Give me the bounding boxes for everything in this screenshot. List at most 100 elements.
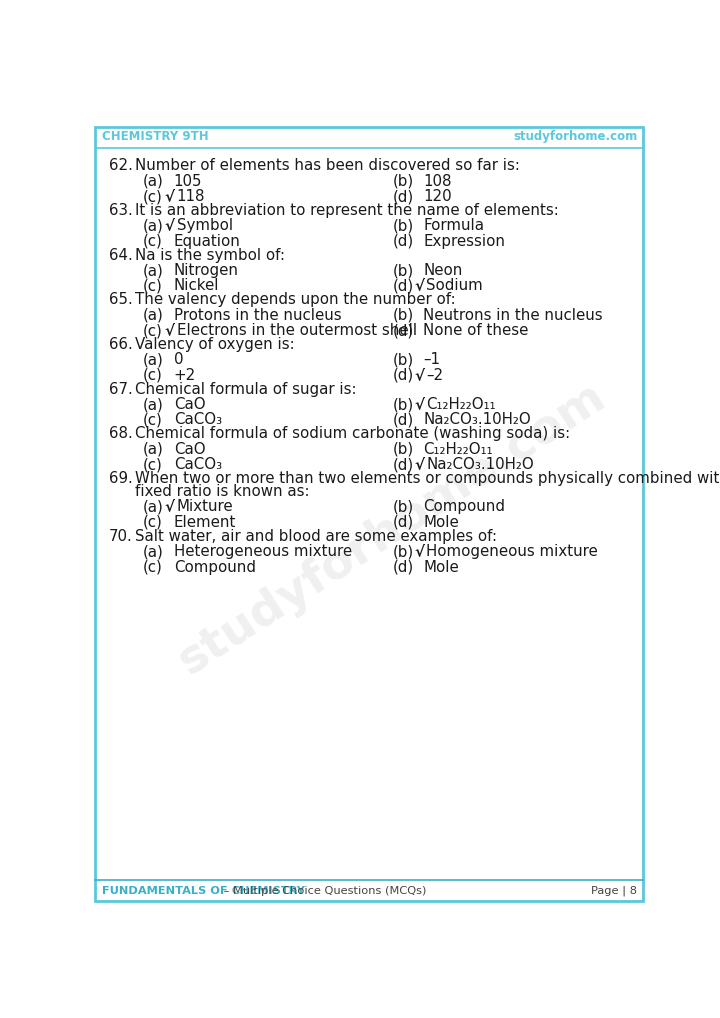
Text: C₁₂H₂₂O₁₁: C₁₂H₂₂O₁₁: [423, 442, 493, 457]
Text: Page | 8: Page | 8: [591, 886, 637, 896]
Text: 108: 108: [423, 174, 451, 188]
Text: (c): (c): [143, 279, 163, 293]
Text: (d): (d): [392, 515, 413, 529]
Text: (b): (b): [392, 352, 413, 367]
Text: The valency depends upon the number of:: The valency depends upon the number of:: [135, 292, 456, 307]
Text: +2: +2: [174, 367, 196, 383]
Text: Compound: Compound: [174, 560, 256, 574]
Text: 68.: 68.: [109, 427, 132, 442]
Text: (d): (d): [392, 457, 413, 472]
Text: Na₂CO₃.10H₂O: Na₂CO₃.10H₂O: [426, 457, 534, 472]
Text: CHEMISTRY 9TH: CHEMISTRY 9TH: [102, 129, 209, 143]
Text: –2: –2: [426, 367, 444, 383]
Text: Chemical formula of sugar is:: Chemical formula of sugar is:: [135, 382, 356, 397]
Text: (a): (a): [143, 307, 163, 323]
Text: Neutrons in the nucleus: Neutrons in the nucleus: [423, 307, 603, 323]
Text: √: √: [414, 279, 424, 293]
Text: studyforhome.com: studyforhome.com: [513, 129, 637, 143]
Text: (c): (c): [143, 515, 163, 529]
Text: CaCO₃: CaCO₃: [174, 457, 222, 472]
Text: (d): (d): [392, 560, 413, 574]
Text: Sodium: Sodium: [426, 279, 483, 293]
Text: (d): (d): [392, 279, 413, 293]
Text: 105: 105: [174, 174, 202, 188]
Text: 67.: 67.: [109, 382, 132, 397]
Text: CaO: CaO: [174, 442, 205, 457]
Text: (b): (b): [392, 544, 413, 559]
Text: (d): (d): [392, 367, 413, 383]
Text: Heterogeneous mixture: Heterogeneous mixture: [174, 544, 352, 559]
Text: (c): (c): [143, 323, 163, 338]
Text: √: √: [414, 367, 424, 383]
Text: (a): (a): [143, 352, 163, 367]
Text: Number of elements has been discovered so far is:: Number of elements has been discovered s…: [135, 159, 520, 173]
Text: √: √: [164, 189, 174, 205]
Text: (b): (b): [392, 174, 413, 188]
Text: √: √: [414, 457, 424, 472]
Text: (c): (c): [143, 457, 163, 472]
Text: (a): (a): [143, 397, 163, 412]
Text: fixed ratio is known as:: fixed ratio is known as:: [135, 485, 310, 499]
Text: (b): (b): [392, 500, 413, 514]
Text: √: √: [164, 500, 174, 514]
Text: 70.: 70.: [109, 528, 132, 544]
Text: √: √: [414, 544, 424, 559]
Text: Neon: Neon: [423, 263, 463, 278]
Text: (b): (b): [392, 397, 413, 412]
Text: 63.: 63.: [109, 203, 132, 218]
Text: Salt water, air and blood are some examples of:: Salt water, air and blood are some examp…: [135, 528, 497, 544]
Text: 62.: 62.: [109, 159, 132, 173]
Text: Nickel: Nickel: [174, 279, 219, 293]
Text: It is an abbreviation to represent the name of elements:: It is an abbreviation to represent the n…: [135, 203, 559, 218]
Text: (c): (c): [143, 189, 163, 205]
Text: Protons in the nucleus: Protons in the nucleus: [174, 307, 341, 323]
Text: (b): (b): [392, 442, 413, 457]
Text: √: √: [414, 397, 424, 412]
Text: (a): (a): [143, 219, 163, 233]
Text: Na₂CO₃.10H₂O: Na₂CO₃.10H₂O: [423, 412, 531, 428]
Text: (a): (a): [143, 500, 163, 514]
Text: studyforhome.com: studyforhome.com: [170, 374, 614, 684]
Text: (b): (b): [392, 219, 413, 233]
Text: Mixture: Mixture: [177, 500, 233, 514]
Text: Compound: Compound: [423, 500, 505, 514]
Text: C₁₂H₂₂O₁₁: C₁₂H₂₂O₁₁: [426, 397, 496, 412]
Text: (d): (d): [392, 234, 413, 248]
Text: 118: 118: [177, 189, 205, 205]
Text: Nitrogen: Nitrogen: [174, 263, 239, 278]
Text: None of these: None of these: [423, 323, 528, 338]
Text: Equation: Equation: [174, 234, 240, 248]
Text: When two or more than two elements or compounds physically combined without any: When two or more than two elements or co…: [135, 471, 720, 486]
Text: Valency of oxygen is:: Valency of oxygen is:: [135, 337, 294, 352]
Text: 69.: 69.: [109, 471, 132, 486]
Text: (b): (b): [392, 307, 413, 323]
Text: 0: 0: [174, 352, 183, 367]
Text: (a): (a): [143, 174, 163, 188]
Text: 120: 120: [423, 189, 452, 205]
Text: (a): (a): [143, 263, 163, 278]
Text: Mole: Mole: [423, 560, 459, 574]
Text: Formula: Formula: [423, 219, 485, 233]
Text: 66.: 66.: [109, 337, 132, 352]
FancyBboxPatch shape: [94, 127, 644, 901]
Text: (a): (a): [143, 544, 163, 559]
Text: Chemical formula of sodium carbonate (washing soda) is:: Chemical formula of sodium carbonate (wa…: [135, 427, 570, 442]
Text: Homogeneous mixture: Homogeneous mixture: [426, 544, 598, 559]
Text: Mole: Mole: [423, 515, 459, 529]
Text: Element: Element: [174, 515, 236, 529]
Text: (d): (d): [392, 323, 413, 338]
Text: Na is the symbol of:: Na is the symbol of:: [135, 247, 285, 263]
Text: (c): (c): [143, 234, 163, 248]
Text: 65.: 65.: [109, 292, 132, 307]
Text: 64.: 64.: [109, 247, 132, 263]
Text: √: √: [164, 323, 174, 338]
Text: (c): (c): [143, 412, 163, 428]
Text: (d): (d): [392, 412, 413, 428]
Text: CaCO₃: CaCO₃: [174, 412, 222, 428]
Text: Electrons in the outermost shell: Electrons in the outermost shell: [177, 323, 417, 338]
Text: CaO: CaO: [174, 397, 205, 412]
Text: (b): (b): [392, 263, 413, 278]
Text: √: √: [164, 219, 174, 233]
Text: Symbol: Symbol: [177, 219, 233, 233]
Text: (d): (d): [392, 189, 413, 205]
